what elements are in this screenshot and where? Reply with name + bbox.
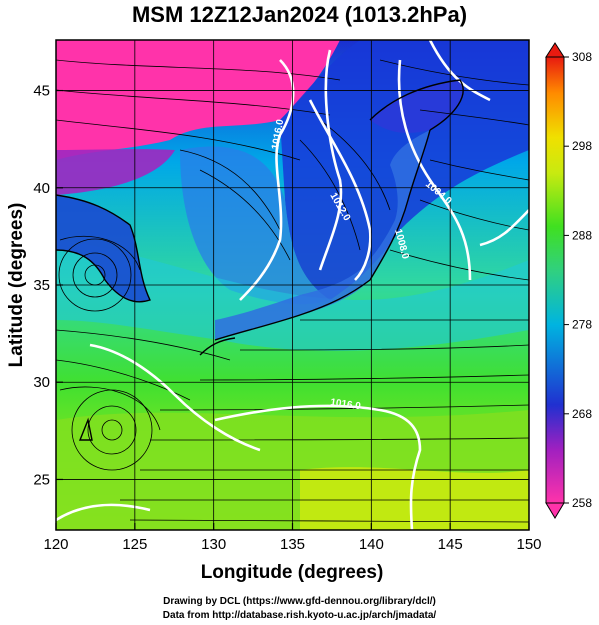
y-tick-label: 35 <box>33 277 50 294</box>
x-tick-label: 120 <box>43 536 68 553</box>
y-tick-label: 25 <box>33 471 50 488</box>
x-tick-label: 130 <box>201 536 226 553</box>
credit-drawing: Drawing by DCL (https://www.gfd-dennou.o… <box>163 596 436 607</box>
contour-label: 1016.0 <box>330 397 362 412</box>
map-title: MSM 12Z12Jan2024 (1013.2hPa) <box>131 2 468 27</box>
colorbar-tick-label: 258 <box>572 496 592 510</box>
colorbar-tick-label: 308 <box>572 50 592 64</box>
y-tick-label: 45 <box>33 83 50 100</box>
colorbar-min-arrow <box>545 502 565 519</box>
wind-streamlines <box>56 59 529 523</box>
y-tick-label: 30 <box>33 374 50 391</box>
contour-label: 1016.0 <box>270 118 286 150</box>
colorbar-tick-label: 278 <box>572 318 592 332</box>
colorbar-tick-label: 298 <box>572 139 592 153</box>
colorbar-tick-label: 288 <box>572 228 592 242</box>
x-axis-label: Longitude (degrees) <box>201 562 384 583</box>
lat-lon-grid <box>56 40 529 530</box>
colorbar-tick-label: 268 <box>572 407 592 421</box>
y-tick-label: 40 <box>33 180 50 197</box>
colorbar-max-arrow <box>545 42 565 58</box>
x-tick-label: 140 <box>359 536 384 553</box>
colorbar: 258 268 278 288 298 308 <box>545 42 592 519</box>
y-axis-ticks: 25 30 35 40 45 <box>33 83 63 488</box>
x-tick-label: 135 <box>280 536 305 553</box>
y-axis-label: Latitude (degrees) <box>6 203 27 368</box>
credit-data: Data from http://database.rish.kyoto-u.a… <box>162 610 437 621</box>
colorbar-gradient <box>545 56 565 504</box>
coastlines <box>56 79 464 441</box>
x-tick-label: 150 <box>516 536 541 553</box>
x-axis-ticks: 120 125 130 135 140 145 150 <box>43 523 542 553</box>
x-tick-label: 145 <box>438 536 463 553</box>
x-tick-label: 125 <box>122 536 147 553</box>
